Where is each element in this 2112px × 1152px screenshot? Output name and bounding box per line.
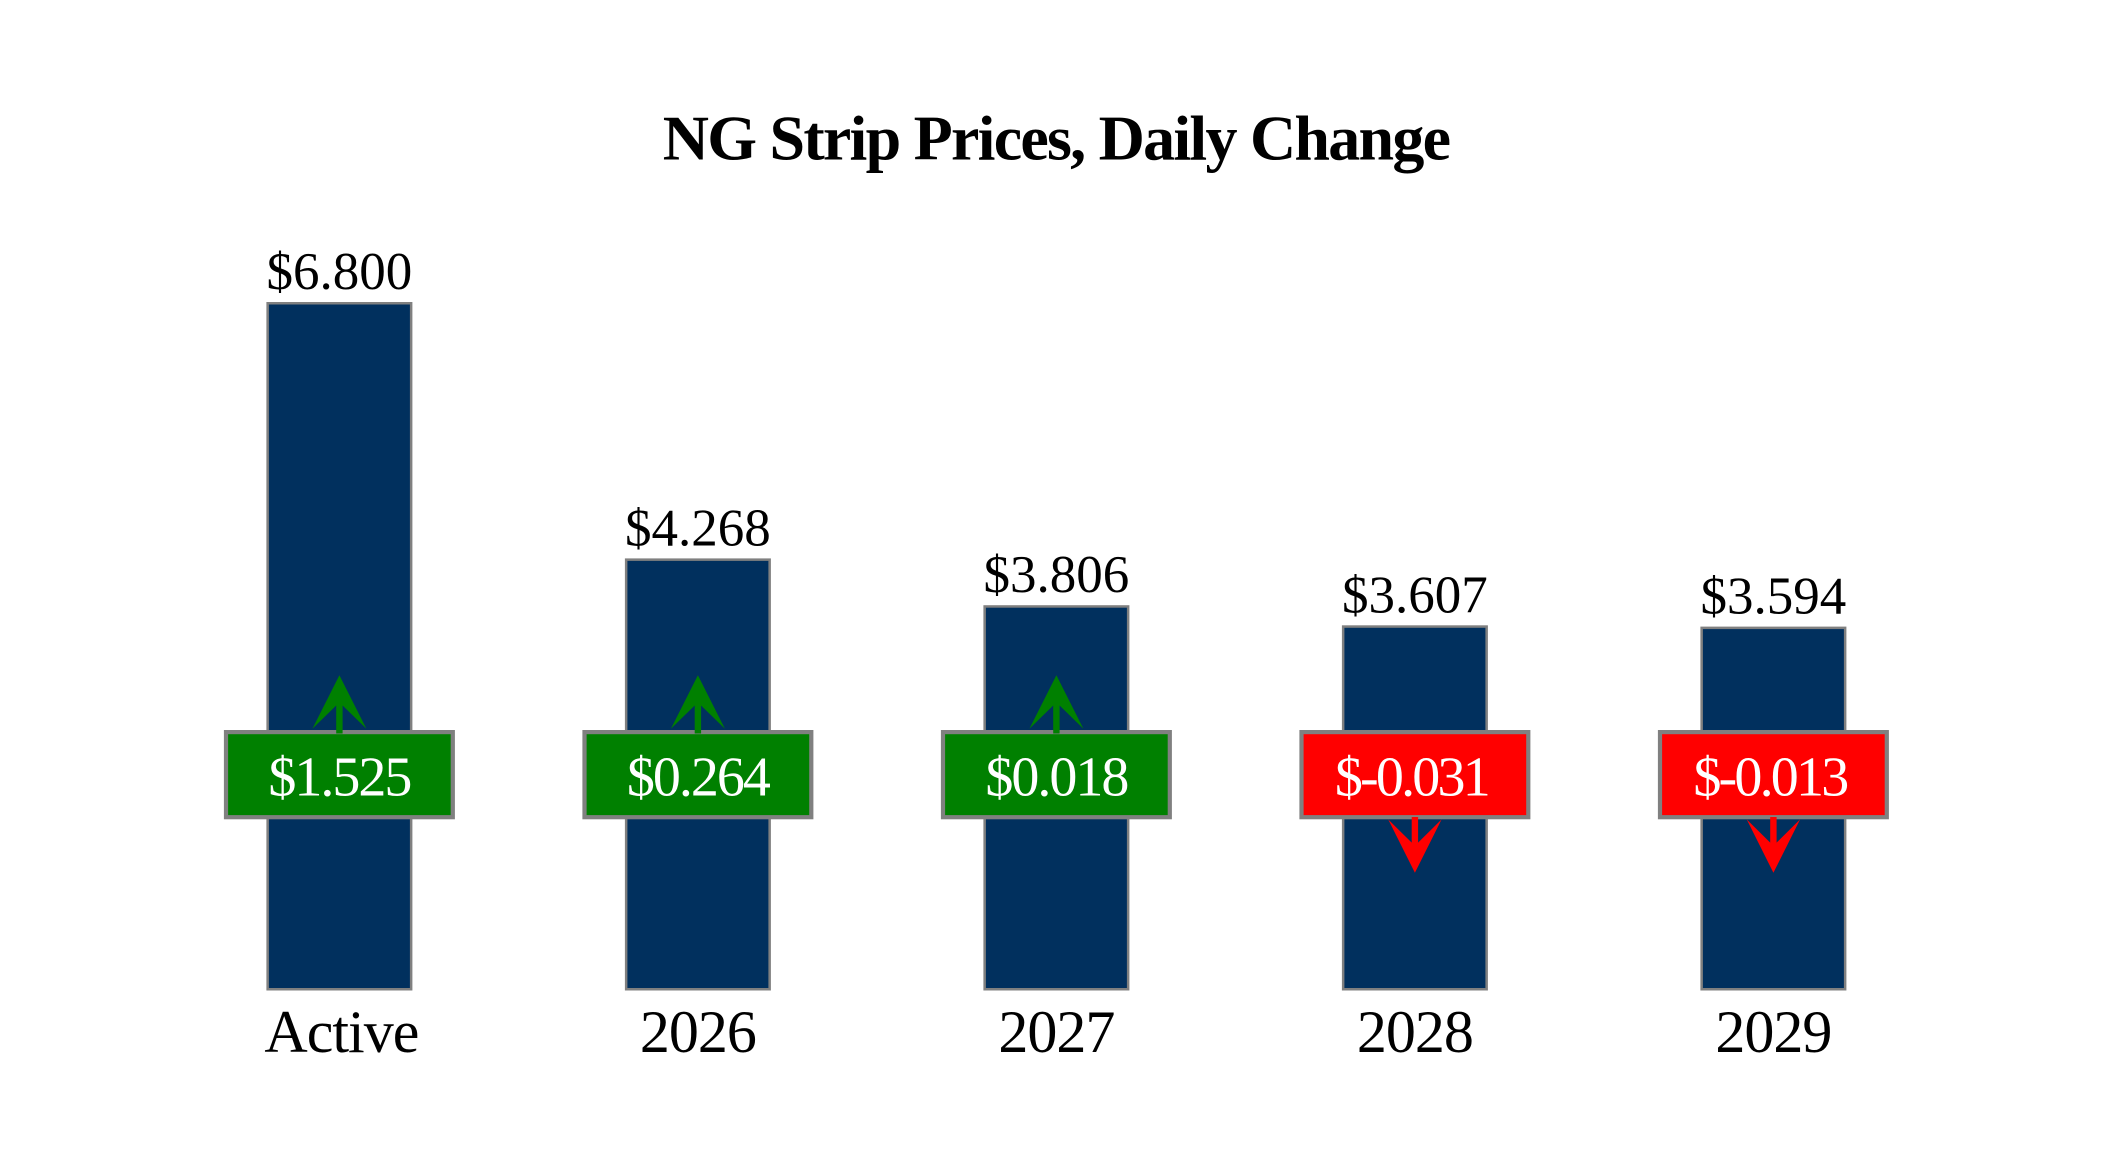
- svg-text:2027: 2027: [998, 999, 1114, 1065]
- svg-text:$-0.031: $-0.031: [1335, 747, 1488, 809]
- svg-text:$0.264: $0.264: [627, 747, 771, 809]
- svg-text:$0.018: $0.018: [985, 747, 1127, 809]
- svg-text:2029: 2029: [1715, 999, 1831, 1065]
- svg-text:$3.607: $3.607: [1342, 566, 1488, 624]
- svg-text:$1.525: $1.525: [268, 747, 410, 809]
- svg-text:$6.800: $6.800: [267, 243, 413, 301]
- svg-text:Active: Active: [264, 999, 418, 1065]
- svg-text:$4.268: $4.268: [625, 499, 771, 557]
- svg-text:$3.594: $3.594: [1701, 568, 1847, 626]
- svg-text:$-0.013: $-0.013: [1693, 747, 1847, 809]
- svg-text:2026: 2026: [640, 999, 756, 1065]
- svg-text:NG Strip Prices, Daily Change: NG Strip Prices, Daily Change: [663, 103, 1450, 174]
- svg-text:$3.806: $3.806: [984, 546, 1130, 604]
- svg-text:2028: 2028: [1357, 999, 1473, 1065]
